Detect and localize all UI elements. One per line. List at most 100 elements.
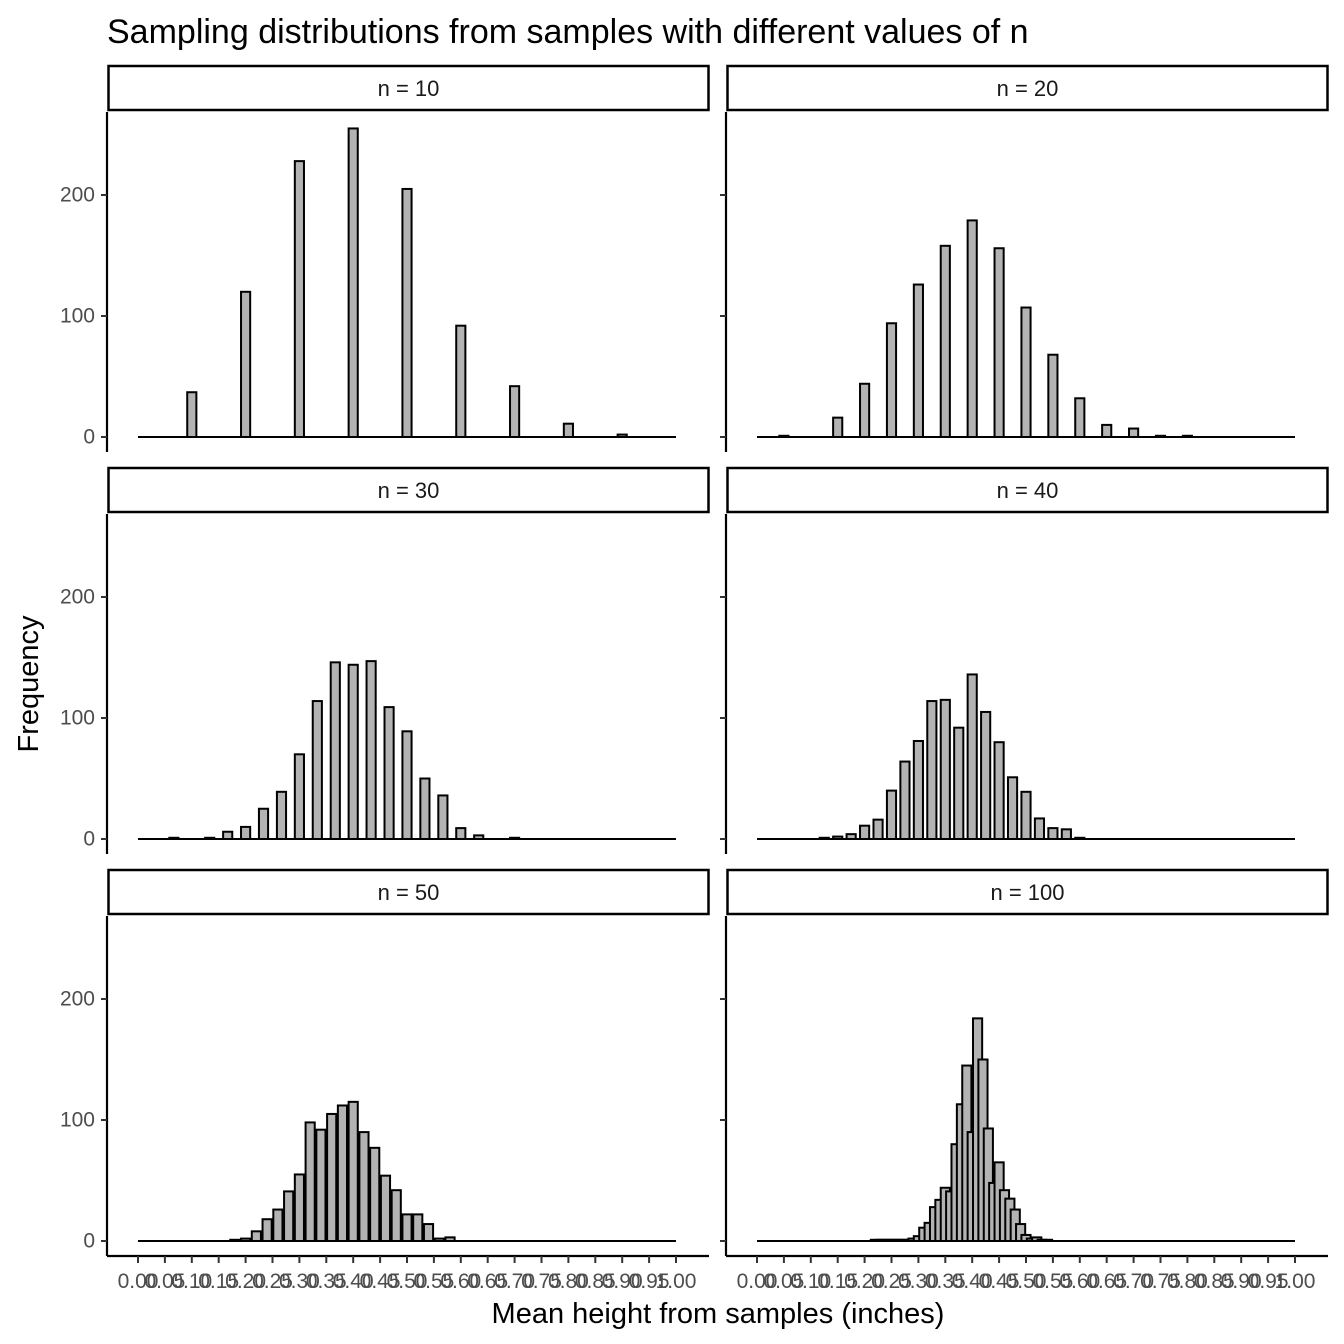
bar [899, 760, 911, 840]
bar [953, 726, 965, 840]
bar [939, 244, 951, 438]
bar [186, 391, 198, 439]
bar [347, 1100, 359, 1242]
y-tick-label: 100 [60, 1109, 95, 1132]
bar [369, 1146, 381, 1242]
facet-strip-label: n = 30 [378, 478, 440, 503]
x-tick-label: 0.60 [440, 1270, 481, 1293]
facet-panel: n = 30 0 100 200 [60, 466, 710, 854]
bar [859, 382, 871, 439]
x-tick-label: 0.05 [144, 1270, 185, 1293]
bar [1074, 397, 1086, 438]
y-tick-label: 200 [60, 988, 95, 1011]
bar [473, 834, 485, 840]
x-tick-label: 0.90 [602, 1270, 643, 1293]
bar [390, 1189, 402, 1243]
facet-strip [107, 466, 710, 514]
x-tick-label: 0.25 [871, 1270, 912, 1293]
x-tick-label: 0.40 [333, 1270, 374, 1293]
bar [326, 1112, 338, 1242]
bar [1047, 353, 1059, 438]
facet-strip-label: n = 40 [997, 478, 1059, 503]
x-tick-label: 0.30 [898, 1270, 939, 1293]
x-tick-label: 0.00 [737, 1270, 778, 1293]
bar [250, 1230, 262, 1242]
x-tick-label: 0.15 [198, 1270, 239, 1293]
y-tick-label: 0 [83, 1230, 95, 1253]
bar [365, 660, 377, 840]
x-tick-label: 0.70 [1113, 1270, 1154, 1293]
bar [336, 1104, 349, 1242]
bar [912, 739, 924, 840]
facet-strip-label: n = 50 [378, 880, 440, 905]
bar [315, 1128, 327, 1243]
y-axis-title: Frequency [13, 615, 45, 753]
x-tick-label: 0.60 [1059, 1270, 1100, 1293]
x-tick-label: 0.15 [817, 1270, 858, 1293]
facet-panel: n = 40 [720, 466, 1329, 854]
x-tick-label: 0.95 [629, 1270, 670, 1293]
bar [257, 807, 270, 840]
bar [168, 836, 180, 840]
facet-panel: n = 10 0 100 200 [60, 64, 710, 452]
x-tick-label: 1.00 [1275, 1270, 1316, 1293]
bar [275, 790, 288, 840]
bar [455, 827, 467, 840]
bar [1101, 423, 1113, 438]
bar [1060, 828, 1072, 841]
bar [304, 1121, 316, 1243]
bar [1154, 434, 1167, 439]
x-tick-label: 0.65 [1086, 1270, 1127, 1293]
x-tick-label: 0.95 [1248, 1270, 1289, 1293]
bar [293, 1173, 305, 1242]
bar [401, 730, 413, 840]
bar [980, 710, 992, 841]
bar [347, 127, 359, 438]
facet-panel: n = 5001002000.000.050.100.150.200.250.3… [60, 868, 710, 1293]
bar [1074, 836, 1086, 840]
bar [240, 1237, 252, 1242]
bar [455, 324, 467, 438]
x-tick-label: 0.85 [575, 1270, 616, 1293]
bar [509, 836, 521, 840]
bar [885, 322, 898, 439]
bar [240, 825, 252, 841]
bar [222, 830, 234, 840]
bar [204, 836, 216, 840]
bar [912, 283, 924, 439]
x-tick-label: 0.25 [252, 1270, 293, 1293]
x-axis-title: Mean height from samples (inches) [492, 1298, 945, 1330]
x-tick-label: 1.00 [656, 1270, 697, 1293]
x-tick-label: 0.80 [548, 1270, 589, 1293]
bar [1006, 776, 1019, 840]
bar [422, 1223, 435, 1243]
bar [562, 422, 574, 439]
bar [419, 777, 431, 840]
x-tick-label: 0.50 [1006, 1270, 1047, 1293]
bar [383, 706, 395, 840]
y-tick-label: 200 [60, 586, 95, 609]
bar [1020, 790, 1032, 840]
y-tick-label: 100 [60, 305, 95, 328]
bar [509, 385, 521, 438]
y-tick-label: 200 [60, 184, 95, 207]
x-tick-label: 0.65 [467, 1270, 508, 1293]
facet-strip-label: n = 10 [378, 76, 440, 101]
facet-strip [726, 466, 1329, 514]
bar [1041, 1238, 1054, 1243]
facet-strip [107, 868, 710, 916]
x-tick-label: 0.90 [1221, 1270, 1262, 1293]
bar [401, 1213, 413, 1243]
bar [444, 1236, 456, 1242]
x-tick-label: 0.45 [360, 1270, 401, 1293]
bar [229, 1238, 241, 1243]
x-tick-label: 0.75 [521, 1270, 562, 1293]
bar [939, 698, 951, 840]
x-tick-label: 0.55 [413, 1270, 454, 1293]
x-tick-label: 0.45 [979, 1270, 1020, 1293]
x-tick-label: 0.10 [790, 1270, 831, 1293]
bar [845, 833, 857, 840]
facet-panel: n = 1000.000.050.100.150.200.250.300.350… [720, 868, 1329, 1293]
x-tick-label: 0.85 [1194, 1270, 1235, 1293]
